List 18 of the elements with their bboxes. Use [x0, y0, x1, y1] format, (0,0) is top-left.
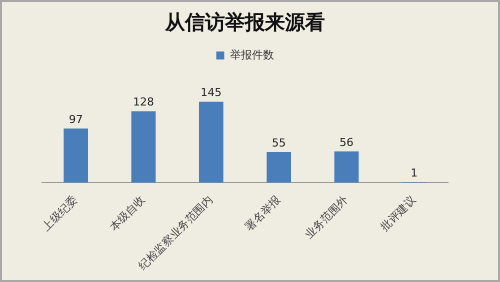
x-tick-label: 署名举报 — [242, 193, 283, 234]
bar — [334, 151, 359, 183]
bar — [198, 102, 224, 183]
bar — [131, 111, 156, 183]
data-label: 145 — [200, 86, 222, 100]
x-tick-label: 业务范围外 — [302, 193, 351, 242]
x-tick-label: 本级自收 — [107, 193, 148, 234]
data-label: 1 — [410, 166, 418, 180]
x-tick-label: 上级纪委 — [40, 193, 80, 234]
x-tick-label: 批评建议 — [378, 193, 418, 234]
legend-label: 举报件数 — [230, 48, 274, 62]
chart-title: 从信访举报来源看 — [164, 10, 325, 34]
data-label: 97 — [68, 112, 83, 126]
bar — [266, 152, 292, 183]
data-label: 56 — [340, 136, 354, 149]
data-label: 128 — [133, 96, 154, 109]
data-label: 55 — [272, 136, 286, 150]
bar — [64, 128, 88, 183]
